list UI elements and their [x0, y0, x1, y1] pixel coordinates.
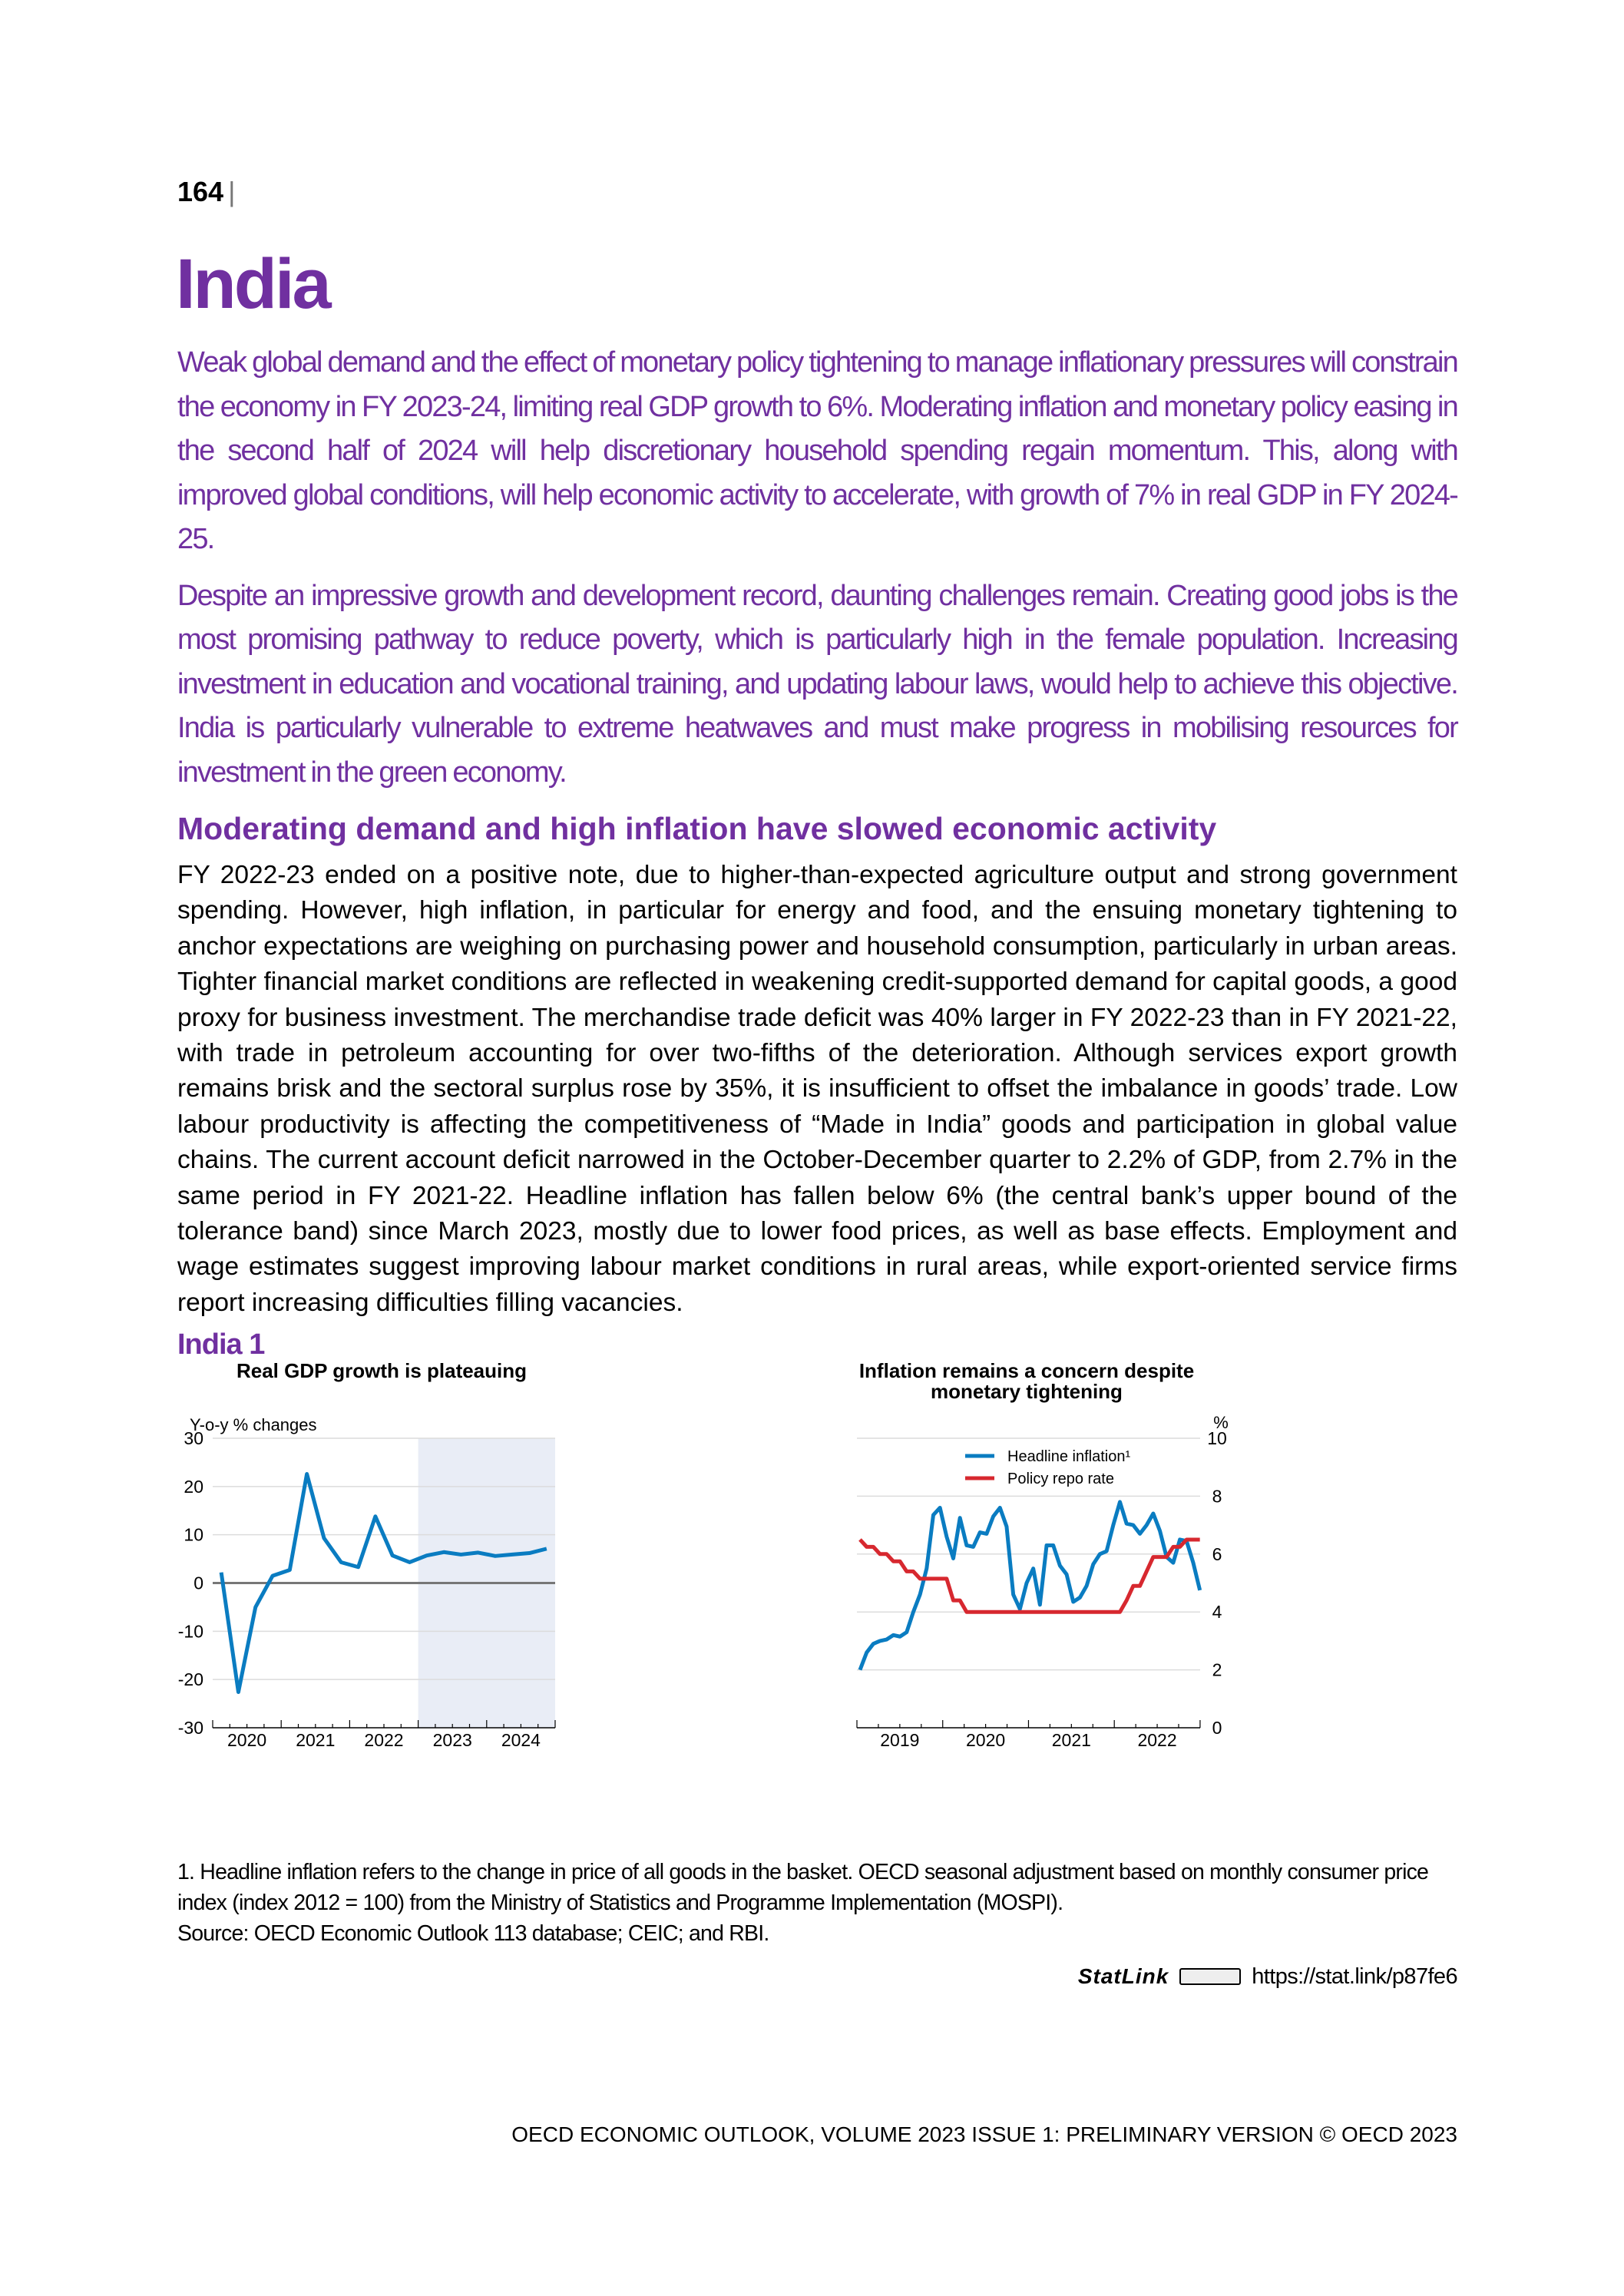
legend-label: Headline inflation¹ — [1007, 1448, 1130, 1465]
y-tick-label: 6 — [1212, 1544, 1222, 1564]
y-tick-label: 10 — [184, 1525, 203, 1545]
statlink[interactable]: StatLink https://stat.link/p87fe6 — [177, 1961, 1458, 1992]
y-tick-label: 2 — [1212, 1660, 1222, 1680]
inflation-chart: Inflation remains a concern despitemonet… — [856, 1362, 1229, 1750]
x-tick-label: 2022 — [1137, 1730, 1176, 1750]
page-footer: OECD ECONOMIC OUTLOOK, VOLUME 2023 ISSUE… — [511, 2122, 1457, 2146]
y-tick-label: 0 — [193, 1573, 203, 1593]
footnote: 1. Headline inflation refers to the chan… — [177, 1860, 1429, 1916]
x-tick-label: 2021 — [296, 1730, 335, 1750]
x-tick-label: 2023 — [433, 1730, 472, 1750]
y-tick-label: 4 — [1212, 1602, 1222, 1622]
y-tick-label: -10 — [178, 1622, 203, 1642]
y-tick-label: 0 — [1212, 1718, 1222, 1738]
gdp-growth-chart: Real GDP growth is plateauing Y-o-y % cha… — [178, 1362, 556, 1750]
page-number: 164 | — [177, 175, 1457, 209]
statlink-brand: StatLink — [1077, 1964, 1169, 1989]
y-tick-label: 10 — [1207, 1428, 1227, 1448]
x-tick-label: 2022 — [364, 1730, 403, 1750]
x-tick-label: 2019 — [880, 1730, 919, 1750]
y-axis-label: Y-o-y % changes — [190, 1415, 317, 1434]
y-tick-label: 30 — [184, 1428, 203, 1448]
chart-title-line: Inflation remains a concern despite — [859, 1362, 1194, 1382]
chart-title: Real GDP growth is plateauing — [236, 1362, 527, 1382]
page-content: 164 | India Weak global demand and the ef… — [176, 175, 1459, 1992]
figure-charts: Real GDP growth is plateauing Y-o-y % cha… — [177, 1362, 1457, 1854]
x-tick-label: 2024 — [501, 1730, 541, 1750]
page-number-separator: | — [228, 176, 236, 207]
y-tick-label: -30 — [178, 1718, 203, 1738]
page-number-value: 164 — [177, 176, 224, 207]
body-paragraph: FY 2022-23 ended on a positive note, due… — [177, 861, 1457, 1317]
statlink-logo-icon — [1179, 1968, 1242, 1986]
section-heading: Moderating demand and high inflation hav… — [177, 811, 1217, 846]
y-tick-label: 20 — [184, 1477, 203, 1497]
y-tick-label: -20 — [178, 1669, 203, 1689]
headline-inflation-line — [858, 1500, 1202, 1671]
source-note: Source: OECD Economic Outlook 113 databa… — [177, 1921, 769, 1947]
legend-label: Policy repo rate — [1007, 1471, 1114, 1487]
lead-paragraph-1: Weak global demand and the effect of mon… — [177, 346, 1459, 555]
statlink-url[interactable]: https://stat.link/p87fe6 — [1252, 1964, 1457, 1990]
gdp-growth-line — [219, 1472, 547, 1695]
x-tick-label: 2021 — [1052, 1730, 1091, 1750]
lead-paragraph-2: Despite an impressive growth and develop… — [177, 579, 1459, 789]
page-title: India — [176, 245, 332, 323]
y-tick-label: 8 — [1212, 1487, 1222, 1507]
x-tick-label: 2020 — [227, 1730, 266, 1750]
chart-title-line: monetary tightening — [931, 1380, 1123, 1403]
policy-repo-rate-line — [858, 1537, 1200, 1614]
x-tick-label: 2020 — [966, 1730, 1005, 1750]
figure-label: India 1 — [177, 1328, 265, 1361]
y-axis-label: % — [1213, 1413, 1229, 1432]
